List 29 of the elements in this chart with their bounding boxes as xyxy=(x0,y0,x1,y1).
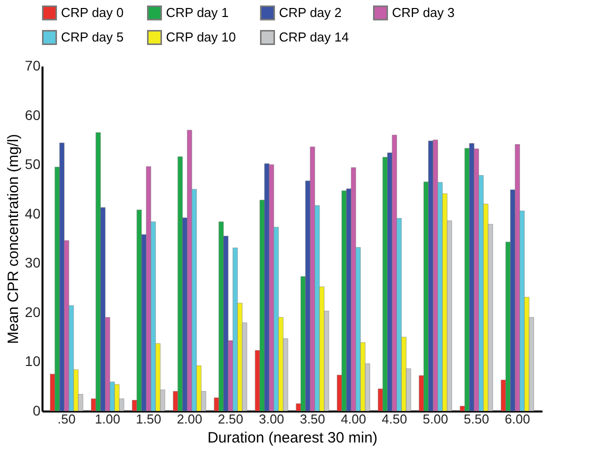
x-tick-label: 1.50 xyxy=(136,412,162,426)
y-tick-label: 20 xyxy=(24,304,41,320)
legend-label: CRP day 2 xyxy=(279,4,342,20)
legend-label: CRP day 10 xyxy=(166,30,236,44)
y-tick-label: 0 xyxy=(32,402,41,418)
legend-label: CRP day 5 xyxy=(61,30,124,44)
legend-label: CRP day 0 xyxy=(61,4,124,20)
x-tick-label: 2.50 xyxy=(218,412,244,426)
y-tick-label: 40 xyxy=(24,205,41,222)
y-tick-label: 50 xyxy=(24,156,41,172)
x-tick-label: .50 xyxy=(58,412,76,426)
x-tick-label: 5.50 xyxy=(464,412,490,426)
x-tick-label: 6.00 xyxy=(504,412,530,426)
x-tick-label: 4.00 xyxy=(340,412,366,426)
x-axis-title: Duration (nearest 30 min) xyxy=(207,430,378,446)
y-axis-title: Mean CPR concentration (mg/l) xyxy=(4,134,22,344)
x-tick-label: 4.50 xyxy=(382,412,408,426)
legend-label: CRP day 14 xyxy=(279,30,349,44)
x-tick-label: 1.00 xyxy=(94,412,120,426)
legend-label: CRP day 3 xyxy=(392,4,455,20)
x-tick-label: 3.00 xyxy=(258,412,284,426)
y-tick-label: 60 xyxy=(24,106,41,123)
x-tick-label: 5.00 xyxy=(422,412,448,426)
legend-label: CRP day 1 xyxy=(166,4,229,20)
x-tick-label: 2.00 xyxy=(176,412,202,426)
y-tick-label: 70 xyxy=(24,58,41,74)
y-tick-label: 30 xyxy=(24,254,41,271)
x-tick-label: 3.50 xyxy=(300,412,326,426)
y-tick-label: 10 xyxy=(24,353,41,370)
